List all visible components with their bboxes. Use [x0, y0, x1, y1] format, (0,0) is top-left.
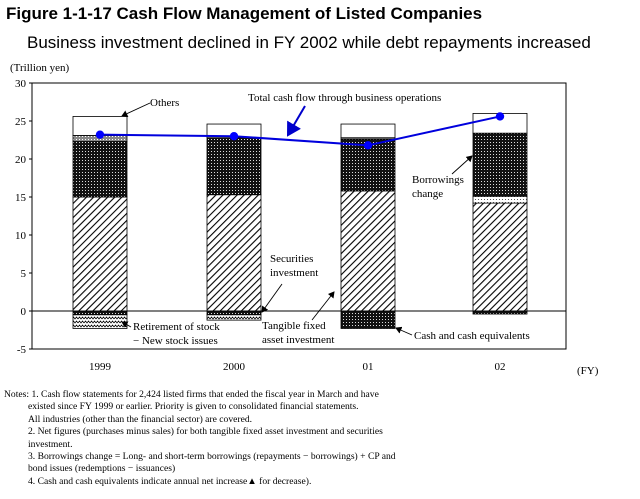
annotation-borrowings-2: change [412, 188, 443, 200]
bar-retirement-negative [72, 314, 128, 329]
x-tick-label: 2000 [223, 361, 246, 373]
bar-tangible [340, 190, 396, 312]
annotation-cash: Cash and cash equivalents [414, 330, 530, 342]
note-4-tail: for decrease). [256, 475, 312, 487]
annotation-borrowings-1: Borrowings [412, 174, 464, 186]
x-tick-label: 1999 [89, 361, 112, 373]
note-1-cont-b: All industries (other than the financial… [28, 413, 253, 425]
y-tick-label: 20 [15, 154, 27, 166]
annotation-securities-1: Securities [270, 253, 313, 265]
y-tick-label: 25 [15, 116, 27, 128]
y-tick-label: 5 [21, 268, 27, 280]
arrow-borrowings [451, 155, 473, 175]
arrow-others [121, 102, 151, 117]
y-tick-label: 30 [15, 78, 27, 90]
note-1: Notes: 1. Cash flow statements for 2,424… [4, 389, 379, 400]
bar-borrowings [206, 137, 262, 196]
figure-title: Figure 1-1-17 Cash Flow Management of Li… [6, 4, 483, 23]
y-tick-label: 15 [15, 192, 27, 204]
x-tick-label: 02 [495, 361, 506, 373]
total-cashflow-line [99, 115, 501, 147]
bar-borrowings [472, 132, 528, 197]
annotation-tangible-1: Tangible fixed [262, 320, 326, 332]
bar-others [340, 123, 396, 139]
y-tick-label: -5 [17, 344, 27, 356]
figure-subtitle: Business investment declined in FY 2002 … [27, 33, 591, 52]
note-4-text: 4. Cash and cash equivalents indicate an… [28, 475, 248, 487]
arrow-retirement [121, 321, 132, 328]
total-cashflow-point [229, 132, 239, 141]
plot-frame [31, 82, 567, 350]
annotation-retirement-1: Retirement of stock [133, 321, 220, 333]
note-2: 2. Net figures (purchases minus sales) f… [28, 426, 383, 438]
bar-borrowings [72, 141, 128, 198]
arrow-securities [261, 283, 283, 313]
total-cashflow-point [95, 130, 105, 139]
note-3: 3. Borrowings change = Long- and short-t… [28, 451, 396, 463]
annotation-total-cf: Total cash flow through business operati… [248, 92, 441, 104]
triangle-icon: ▲ [247, 475, 257, 487]
y-tick-label: 0 [21, 306, 27, 318]
arrow-total-cf [286, 105, 306, 137]
cash-flow-chart: -5 0 5 10 15 20 25 30 (Trillion yen) (FY) 1999 2000… [10, 62, 599, 377]
note-1-cont-a: existed since FY 1999 or earlier. Priori… [28, 401, 359, 413]
bar-cash [340, 310, 396, 329]
total-cashflow-point [363, 141, 373, 150]
note-3-cont: bond issues (redemptions − issuances) [28, 463, 176, 475]
y-tick-label: 10 [15, 230, 27, 242]
bar-cash [72, 310, 128, 316]
annotation-securities-2: investment [270, 267, 318, 279]
note-4: 4. Cash and cash equivalents indicate an… [4, 476, 484, 488]
bar-tangible [206, 194, 262, 312]
bar-cash [206, 310, 262, 316]
y-axis-label: (Trillion yen) [10, 62, 70, 74]
notes-block: Notes: 1. Cash flow statements for 2,424… [4, 389, 484, 488]
annotation-others: Others [150, 97, 179, 109]
x-axis-label: (FY) [577, 365, 599, 377]
bar-retirement-negative [206, 314, 262, 321]
arrow-tangible [311, 291, 335, 321]
bar-tangible [472, 202, 528, 312]
bar-securities [472, 195, 528, 204]
x-tick-label: 01 [363, 361, 374, 373]
bar-cash [472, 310, 528, 315]
note-2-cont: investment. [28, 438, 73, 450]
annotation-tangible-2: asset investment [262, 334, 334, 346]
total-cashflow-point [495, 112, 505, 121]
annotation-retirement-2: − New stock issues [133, 335, 218, 347]
arrow-cash [395, 326, 413, 336]
bar-tangible [72, 196, 128, 312]
